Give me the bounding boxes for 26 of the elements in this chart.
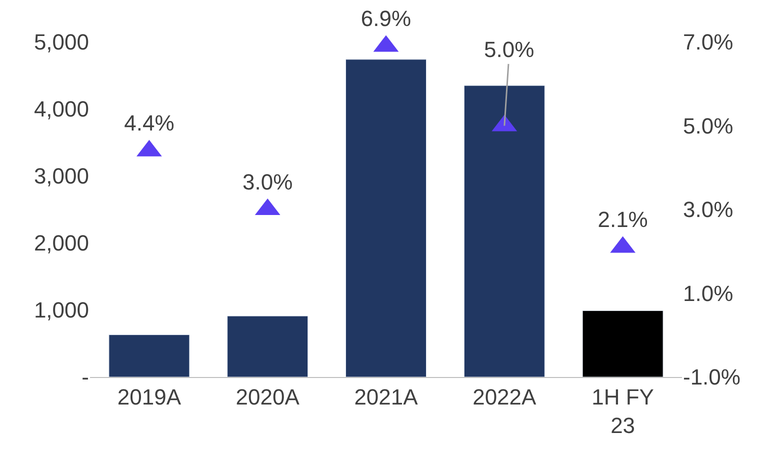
x-tick-label: 2022A xyxy=(472,384,537,410)
y2-tick-label: 7.0% xyxy=(683,30,734,55)
y2-tick-label: -1.0% xyxy=(683,364,740,390)
data-label: 6.9% xyxy=(360,6,412,31)
y2-tick-label: 1.0% xyxy=(683,280,734,306)
y-tick-label: 2,000 xyxy=(34,230,89,256)
y-tick-label: - xyxy=(82,364,89,390)
bar xyxy=(582,310,664,377)
y2-tick-label: 3.0% xyxy=(683,197,734,222)
y-tick-label: 3,000 xyxy=(34,164,89,189)
x-tick-label: 2020A xyxy=(236,384,300,410)
data-label: 2.1% xyxy=(598,206,648,232)
bar xyxy=(345,59,427,377)
y-tick-label: 4,000 xyxy=(34,96,89,122)
data-label: 5.0% xyxy=(484,37,534,62)
x-tick-label: 2019A xyxy=(117,384,182,410)
x-tick-label: 2021A xyxy=(354,384,418,410)
bar xyxy=(108,334,190,377)
data-label: 4.4% xyxy=(124,110,174,136)
y-tick-label: 1,000 xyxy=(34,298,89,323)
y2-tick-label: 5.0% xyxy=(683,113,734,138)
bar xyxy=(227,316,308,377)
y-tick-label: 5,000 xyxy=(34,30,89,55)
bar xyxy=(464,85,545,377)
x-tick-label: 1H FY 23 xyxy=(592,384,654,438)
data-label: 3.0% xyxy=(242,169,293,194)
